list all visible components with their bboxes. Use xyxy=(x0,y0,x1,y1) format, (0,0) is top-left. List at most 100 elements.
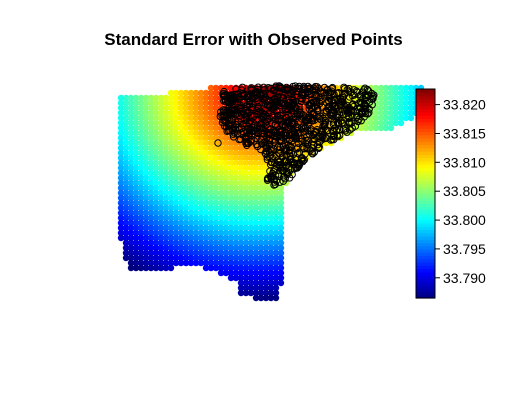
grid-cell xyxy=(202,184,210,192)
grid-cell xyxy=(217,269,225,277)
grid-cell xyxy=(192,169,200,177)
grid-cell xyxy=(187,144,195,152)
grid-cell xyxy=(377,99,385,107)
grid-cell xyxy=(207,109,215,117)
observed-point xyxy=(343,86,351,94)
grid-cell xyxy=(142,204,150,212)
grid-cell xyxy=(187,89,195,97)
grid-cell xyxy=(167,209,175,217)
grid-cell xyxy=(232,179,240,187)
grid-cell xyxy=(272,214,280,222)
grid-cell xyxy=(132,104,140,112)
grid-cell xyxy=(167,104,175,112)
grid-cell xyxy=(142,114,150,122)
legend-color-band xyxy=(416,124,435,129)
grid-cell xyxy=(157,219,165,227)
grid-cell xyxy=(182,179,190,187)
observed-point xyxy=(320,120,329,129)
observed-point xyxy=(246,111,255,120)
grid-cell xyxy=(372,124,380,132)
observed-point xyxy=(338,95,347,103)
grid-cell xyxy=(167,229,175,237)
grid-cell xyxy=(277,194,285,202)
grid-cell xyxy=(177,109,185,117)
grid-cell xyxy=(237,279,245,287)
grid-cell xyxy=(277,269,285,277)
grid-cell xyxy=(127,224,135,232)
grid-cell xyxy=(227,274,235,282)
grid-cell xyxy=(252,214,260,222)
grid-cell xyxy=(192,164,200,172)
grid-cell xyxy=(137,144,145,152)
grid-cell xyxy=(227,249,235,257)
legend-color-band xyxy=(416,151,435,155)
grid-cell xyxy=(147,99,155,107)
grid-cell xyxy=(207,134,215,142)
grid-cell xyxy=(122,234,130,242)
observed-point xyxy=(275,102,283,110)
grid-cell xyxy=(177,144,185,152)
grid-cell xyxy=(262,239,270,247)
grid-cell xyxy=(177,154,185,162)
grid-cell xyxy=(162,124,170,132)
grid-cell xyxy=(252,179,260,187)
grid-cell xyxy=(147,194,155,202)
grid-cell xyxy=(137,164,145,172)
grid-cell xyxy=(247,254,255,262)
observed-point xyxy=(260,83,268,92)
grid-cell xyxy=(382,114,390,122)
grid-cell xyxy=(212,84,220,92)
grid-cell xyxy=(137,224,145,232)
grid-cell xyxy=(132,134,140,142)
grid-cell xyxy=(127,214,135,222)
grid-cell xyxy=(177,99,185,107)
grid-cell xyxy=(227,169,235,177)
grid-cell xyxy=(217,124,225,132)
grid-cell xyxy=(237,224,245,232)
grid-cell xyxy=(172,89,180,97)
grid-cell xyxy=(157,264,165,272)
observed-point xyxy=(318,127,326,136)
observed-point xyxy=(245,127,254,135)
grid-cell xyxy=(162,219,170,227)
grid-cell xyxy=(167,134,175,142)
grid-cell xyxy=(132,219,140,227)
grid-cell xyxy=(137,219,145,227)
grid-cell xyxy=(207,144,215,152)
grid-cell xyxy=(242,284,250,292)
grid-cell xyxy=(202,189,210,197)
grid-cell xyxy=(217,259,225,267)
grid-cell xyxy=(212,174,220,182)
observed-point xyxy=(244,139,253,148)
grid-cell xyxy=(117,124,125,132)
grid-cell xyxy=(202,149,210,157)
grid-cell xyxy=(127,179,135,187)
grid-cell xyxy=(117,219,125,227)
grid-cell xyxy=(127,219,135,227)
grid-cell xyxy=(262,224,270,232)
grid-cell xyxy=(227,214,235,222)
grid-cell xyxy=(212,94,220,102)
observed-point xyxy=(219,116,227,124)
grid-cell xyxy=(277,254,285,262)
grid-cell xyxy=(367,124,375,132)
grid-cell xyxy=(202,264,210,272)
legend-color-band xyxy=(416,186,435,191)
grid-cell xyxy=(262,264,270,272)
grid-cell xyxy=(232,194,240,202)
grid-cell xyxy=(257,154,265,162)
grid-cell xyxy=(167,129,175,137)
grid-cell xyxy=(387,104,395,112)
grid-cell xyxy=(197,174,205,182)
grid-cell xyxy=(207,194,215,202)
grid-cell xyxy=(242,204,250,212)
grid-cell xyxy=(222,224,230,232)
grid-cell xyxy=(192,174,200,182)
grid-cell xyxy=(227,164,235,172)
grid-cell xyxy=(267,254,275,262)
grid-cell xyxy=(197,134,205,142)
grid-cell xyxy=(262,294,270,302)
grid-cell xyxy=(162,129,170,137)
grid-cell xyxy=(262,184,270,192)
grid-cell xyxy=(212,209,220,217)
